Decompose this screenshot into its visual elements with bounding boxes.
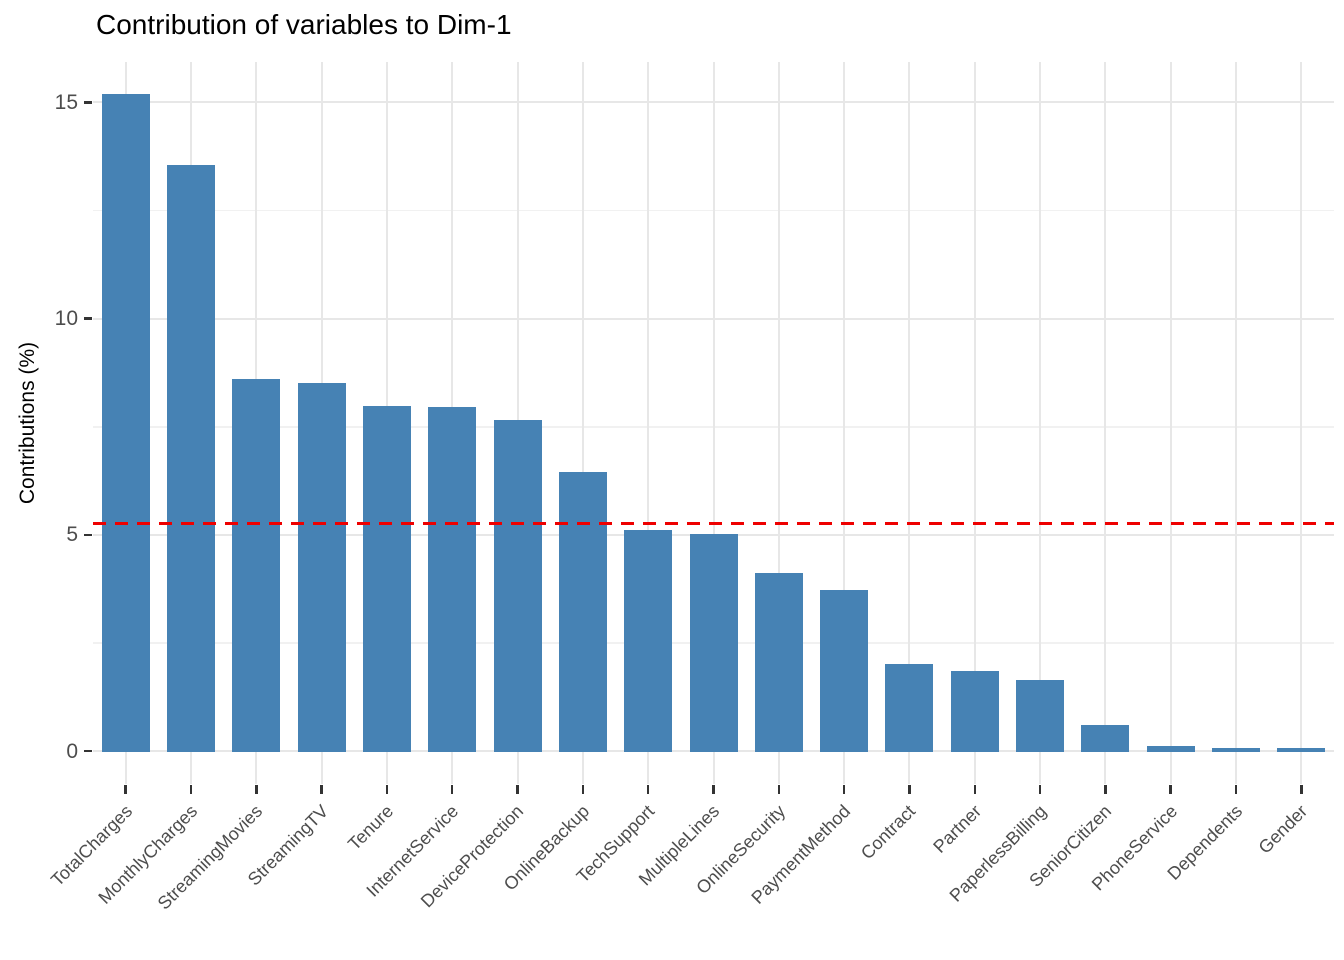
x-tick-mark [1104,785,1107,794]
bar-monthly-charges [166,164,215,752]
bar-phone-service [1146,746,1195,752]
x-tick-mark [450,785,454,794]
x-tick-mark [581,785,585,794]
bar-streaming-tv [297,383,346,752]
category-gridline [973,62,976,784]
category-gridline [647,62,650,784]
y-tick-mark [84,101,92,104]
bar-streaming-movies [232,379,281,752]
y-tick-mark [84,533,92,536]
bar-paperless-billing [1016,679,1065,752]
category-gridline [1300,62,1303,784]
bar-tech-support [624,529,673,752]
x-tick-mark [320,785,323,794]
bar-contract [885,663,934,752]
x-tick-mark [1300,785,1303,794]
y-tick-label: 15 [54,90,78,114]
x-tick-mark [712,785,715,794]
x-tick-mark [908,785,911,794]
category-gridline [1169,62,1172,784]
bar-gender [1277,747,1326,752]
x-tick-mark [842,785,846,794]
category-gridline [1104,62,1107,784]
y-tick-label: 10 [54,307,78,330]
x-tick-label-contract: Contract [857,801,920,864]
bar-partner [950,671,999,752]
category-gridline [712,62,715,784]
category-gridline [581,62,584,784]
x-tick-mark [124,785,127,794]
x-tick-mark [1169,785,1172,794]
bar-multiple-lines [689,533,738,752]
category-gridline [1039,62,1042,784]
x-tick-mark [516,785,519,794]
bar-online-security [754,573,803,752]
x-tick-label-gender: Gender [1254,801,1312,858]
bar-payment-method [820,590,869,752]
x-tick-mark [777,785,781,794]
y-tick-mark [84,749,92,753]
x-tick-mark [385,785,389,794]
average-contribution-reference-line [93,522,1334,525]
x-tick-mark [1234,785,1238,794]
y-tick-mark [84,317,92,320]
bar-tenure [362,405,411,752]
bar-dependents [1212,748,1261,752]
x-tick-mark [255,785,258,794]
category-gridline [843,62,846,784]
x-tick-mark [189,785,193,794]
x-tick-mark [973,785,976,794]
bar-total-charges [101,93,150,752]
category-gridline [908,62,911,784]
bar-internet-service [428,407,477,752]
y-axis-title: Contributions (%) [16,341,39,505]
y-tick-label: 5 [66,523,78,547]
chart-title: Contribution of variables to Dim-1 [96,9,512,40]
bar-senior-citizen [1081,725,1130,752]
x-tick-mark [646,785,650,794]
category-gridline [1235,62,1238,784]
x-tick-label-partner: Partner [929,801,985,857]
x-tick-label-tenure: Tenure [343,801,398,855]
x-tick-mark [1038,785,1042,794]
y-tick-label: 0 [66,739,78,763]
bar-online-backup [558,472,607,752]
category-gridline [777,62,780,784]
bar-device-protection [493,420,542,752]
